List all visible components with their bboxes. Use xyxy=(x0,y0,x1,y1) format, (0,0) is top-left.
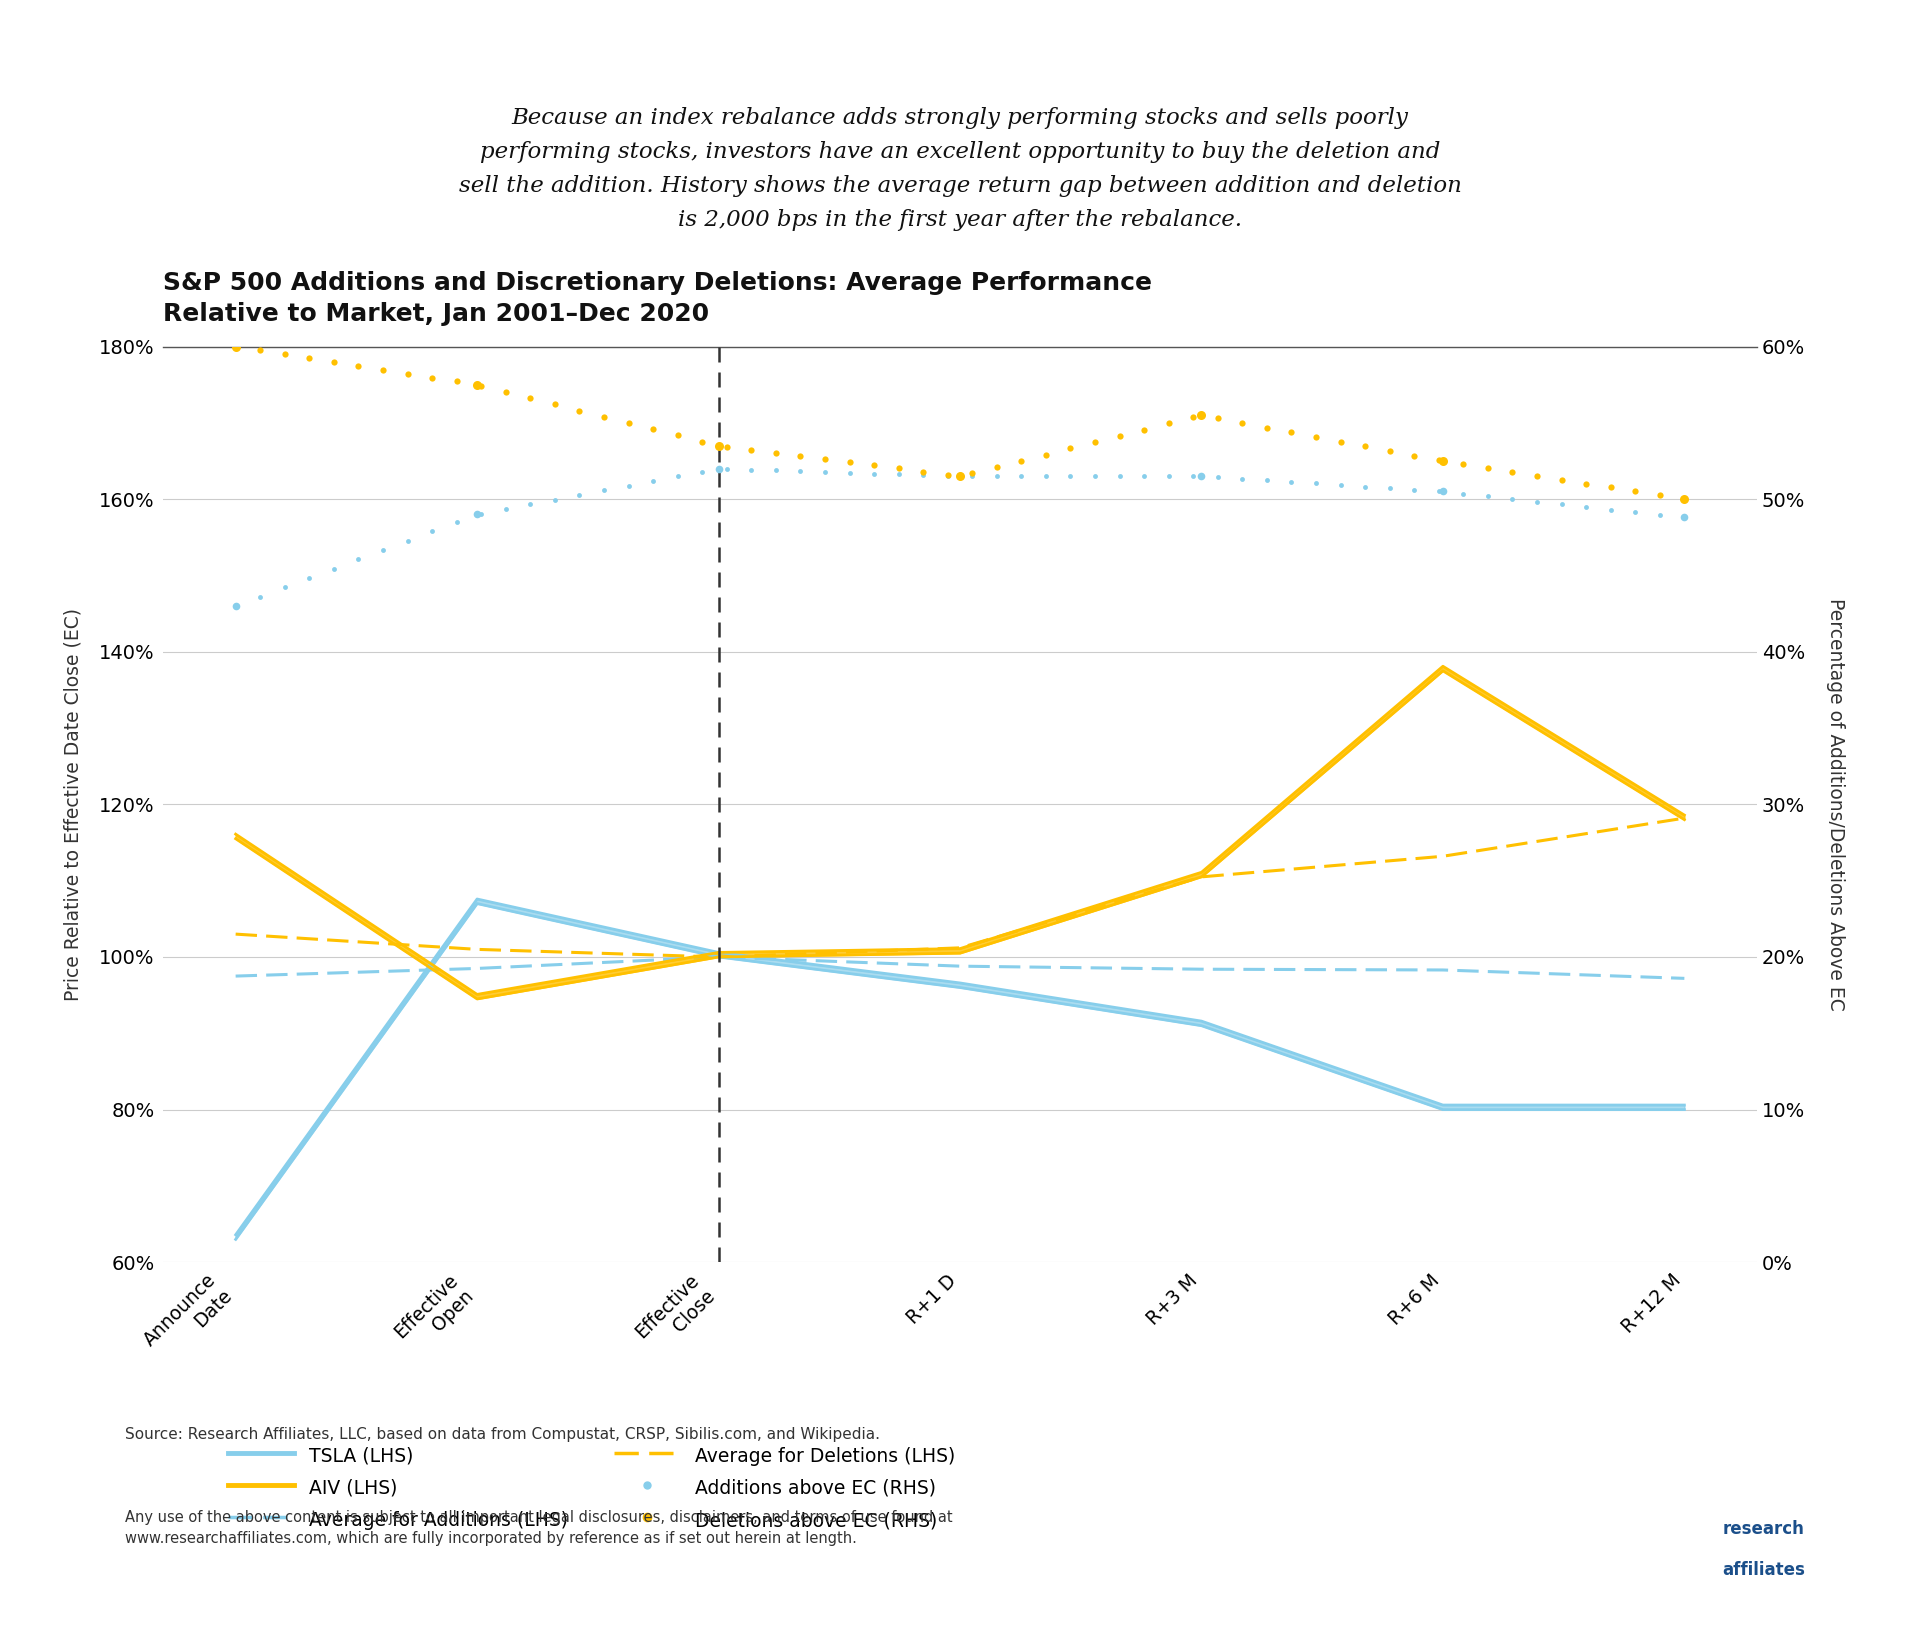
Text: Because an index rebalance adds strongly performing stocks and sells poorly
perf: Because an index rebalance adds strongly… xyxy=(459,107,1461,231)
Text: Source: Research Affiliates, LLC, based on data from Compustat, CRSP, Sibilis.co: Source: Research Affiliates, LLC, based … xyxy=(125,1427,879,1442)
Text: AA: AA xyxy=(1649,1544,1682,1566)
Text: research: research xyxy=(1722,1520,1805,1538)
Text: S&P 500 Additions and Discretionary Deletions: Average Performance
Relative to M: S&P 500 Additions and Discretionary Dele… xyxy=(163,271,1152,327)
Text: affiliates: affiliates xyxy=(1722,1561,1805,1579)
Text: Any use of the above content is subject to all important legal disclosures, disc: Any use of the above content is subject … xyxy=(125,1510,952,1546)
Legend: TSLA (LHS), AIV (LHS), Average for Additions (LHS), Average for Deletions (LHS),: TSLA (LHS), AIV (LHS), Average for Addit… xyxy=(221,1437,962,1539)
Y-axis label: Percentage of Additions/Deletions Above EC: Percentage of Additions/Deletions Above … xyxy=(1826,597,1845,1011)
Y-axis label: Price Relative to Effective Date Close (EC): Price Relative to Effective Date Close (… xyxy=(63,607,83,1002)
